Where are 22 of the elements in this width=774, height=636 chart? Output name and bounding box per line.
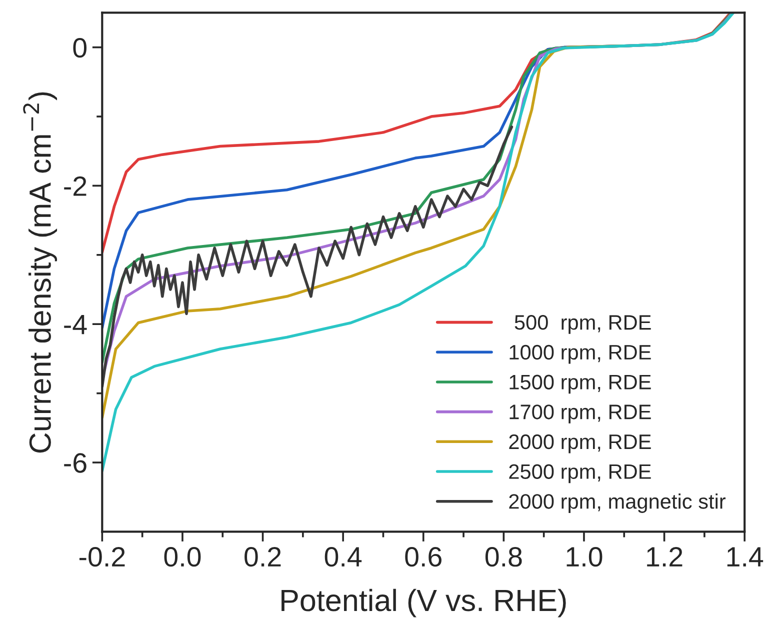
legend-label: 2500 rpm, RDE <box>509 464 651 484</box>
legend-label: 1500 rpm, RDE <box>510 374 651 394</box>
legend-label: 500 rpm, RDE <box>514 315 651 334</box>
x-tick-label: 0.2 <box>244 547 281 567</box>
x-tick-label: 1.2 <box>647 547 682 566</box>
x-tick-label: 0.0 <box>164 547 201 567</box>
x-tick-label: 1.4 <box>727 547 764 566</box>
legend-label: 2000 rpm, magnetic stir <box>509 494 726 513</box>
legend-label: 1000 rpm, RDE <box>510 344 651 364</box>
x-tick-label: 1.0 <box>566 547 602 567</box>
legend-label: 2000 rpm, RDE <box>509 434 651 454</box>
x-axis-title: Potential (V vs. RHE) <box>282 588 566 618</box>
x-tick-label: 0.8 <box>485 547 522 567</box>
y-tick-label: -4 <box>64 315 87 334</box>
y-tick-label: 0 <box>73 38 86 58</box>
x-tick-label: 0.4 <box>324 547 362 567</box>
x-tick-label: -0.2 <box>79 547 125 567</box>
x-tick-label: 0.6 <box>405 547 442 567</box>
y-axis-title: Current density (mA cm$^{−2}$) <box>23 92 58 453</box>
legend-label: 1700 rpm, RDE <box>510 404 651 424</box>
y-tick-label: -6 <box>64 453 86 473</box>
y-tick-label: -2 <box>64 176 86 196</box>
